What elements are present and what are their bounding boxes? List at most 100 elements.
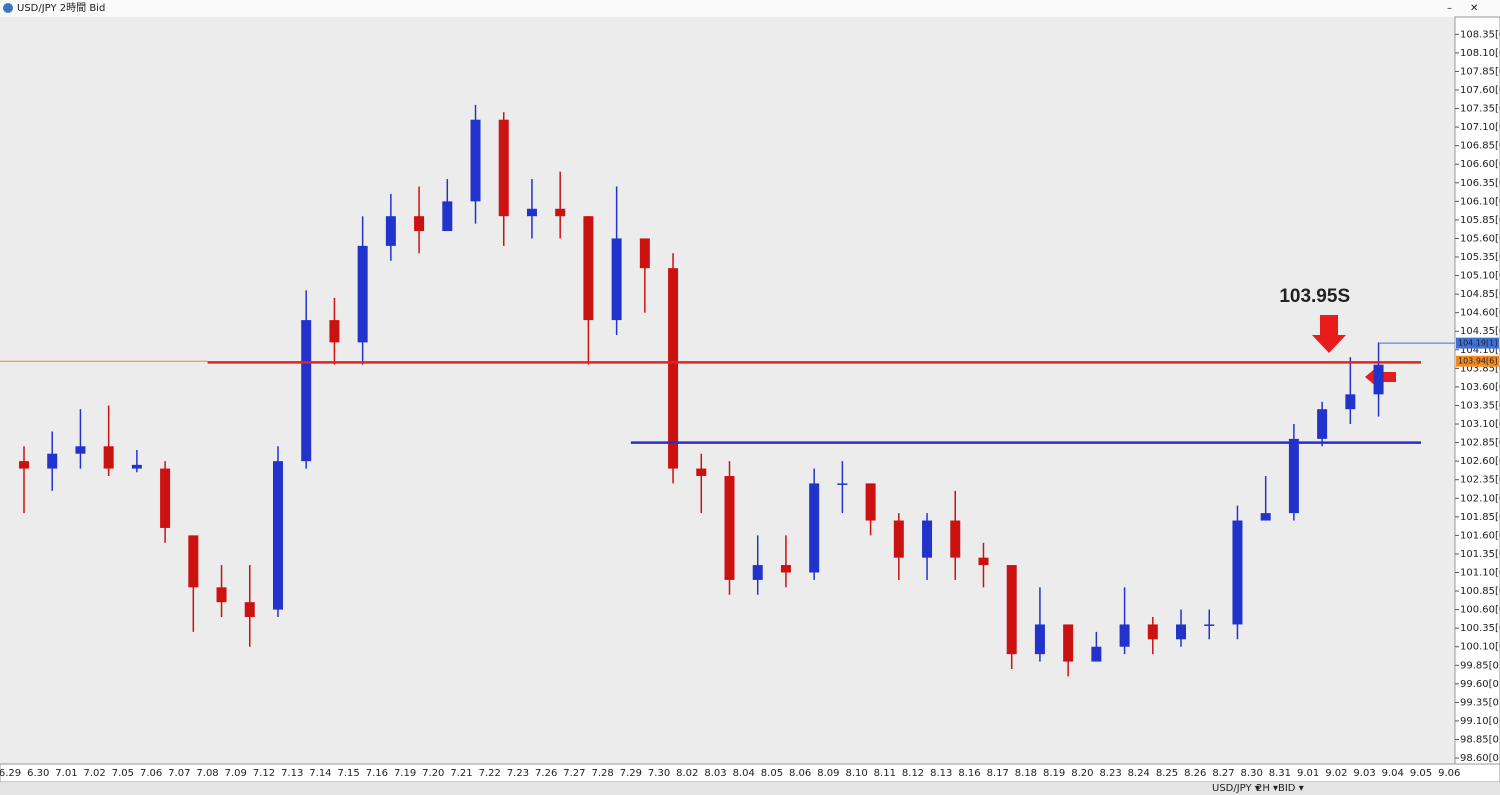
title-bar bbox=[0, 0, 1500, 17]
symbol-select[interactable]: USD/JPY ▾ bbox=[1212, 783, 1260, 794]
y-tick-label: 100.10[0 bbox=[1460, 642, 1500, 653]
y-tick-label: 106.60[0 bbox=[1460, 159, 1500, 170]
candle-body bbox=[893, 520, 904, 558]
y-tick-label: 105.10[0 bbox=[1460, 271, 1500, 282]
y-tick-label: 107.10[0 bbox=[1460, 122, 1500, 133]
x-tick-label: 8.19 bbox=[1043, 768, 1065, 779]
y-tick-label: 104.60[0 bbox=[1460, 308, 1500, 319]
candle-body bbox=[1260, 513, 1271, 521]
candle-body bbox=[272, 461, 283, 610]
y-tick-label: 104.85[0 bbox=[1460, 289, 1500, 300]
y-tick-label: 103.60[0 bbox=[1460, 382, 1500, 393]
candle-body bbox=[668, 268, 679, 469]
x-tick-label: 9.03 bbox=[1353, 768, 1375, 779]
close-button[interactable]: ✕ bbox=[1470, 3, 1478, 14]
x-tick-label: 9.06 bbox=[1438, 768, 1460, 779]
candle-body bbox=[103, 446, 114, 469]
annotation: 103.95S bbox=[1279, 286, 1350, 307]
y-tick-label: 102.35[0 bbox=[1460, 475, 1500, 486]
candle-body bbox=[809, 483, 820, 573]
x-tick-label: 7.22 bbox=[479, 768, 501, 779]
x-tick-label: 8.27 bbox=[1212, 768, 1234, 779]
x-tick-label: 7.21 bbox=[450, 768, 472, 779]
x-tick-label: 8.26 bbox=[1184, 768, 1206, 779]
candle-body bbox=[188, 535, 199, 588]
x-tick-label: 8.05 bbox=[761, 768, 783, 779]
candle-body bbox=[1063, 624, 1074, 662]
status-bar bbox=[0, 782, 1500, 795]
candle-body bbox=[47, 453, 58, 469]
minimize-button[interactable]: – bbox=[1447, 3, 1452, 14]
y-tick-label: 103.85[0 bbox=[1460, 363, 1500, 374]
candle-body bbox=[1204, 624, 1215, 626]
candle-body bbox=[498, 119, 509, 217]
candle-body bbox=[216, 587, 227, 603]
candle-body bbox=[922, 520, 933, 558]
x-tick-label: 7.29 bbox=[620, 768, 642, 779]
x-tick-label: 7.14 bbox=[309, 768, 331, 779]
candle-body bbox=[1034, 624, 1045, 655]
price-tag-label: 103.94[6] bbox=[1458, 357, 1497, 366]
y-tick-label: 101.10[0 bbox=[1460, 567, 1500, 578]
y-tick-label: 99.60[0] bbox=[1460, 679, 1500, 690]
y-tick-label: 107.35[0 bbox=[1460, 104, 1500, 115]
x-tick-label: 6.29 bbox=[0, 768, 21, 779]
x-tick-label: 8.24 bbox=[1128, 768, 1150, 779]
x-tick-label: 9.02 bbox=[1325, 768, 1347, 779]
price-axis bbox=[1454, 16, 1500, 765]
y-tick-label: 100.60[0 bbox=[1460, 605, 1500, 616]
x-tick-label: 9.01 bbox=[1297, 768, 1319, 779]
x-tick-label: 8.11 bbox=[874, 768, 896, 779]
plot-area bbox=[0, 17, 1455, 764]
x-tick-label: 7.16 bbox=[366, 768, 388, 779]
y-tick-label: 106.10[0 bbox=[1460, 196, 1500, 207]
y-tick-label: 103.35[0 bbox=[1460, 400, 1500, 411]
candle-body bbox=[385, 216, 396, 246]
candle-body bbox=[442, 201, 453, 232]
y-tick-label: 105.85[0 bbox=[1460, 215, 1500, 226]
candle-body bbox=[160, 468, 171, 528]
y-tick-label: 108.10[0 bbox=[1460, 48, 1500, 59]
candle-body bbox=[1006, 565, 1017, 655]
window-title: USD/JPY 2時間 Bid bbox=[17, 2, 105, 14]
x-tick-label: 8.02 bbox=[676, 768, 698, 779]
candle-body bbox=[1119, 624, 1130, 647]
candle-body bbox=[75, 446, 86, 454]
y-tick-label: 105.60[0 bbox=[1460, 233, 1500, 244]
candle-body bbox=[611, 238, 622, 321]
candle-body bbox=[837, 483, 848, 485]
x-tick-label: 7.23 bbox=[507, 768, 529, 779]
y-tick-label: 102.10[0 bbox=[1460, 493, 1500, 504]
candle-body bbox=[131, 464, 142, 469]
candle-body bbox=[865, 483, 876, 521]
x-tick-label: 7.01 bbox=[55, 768, 77, 779]
y-tick-label: 103.10[0 bbox=[1460, 419, 1500, 430]
y-tick-label: 106.35[0 bbox=[1460, 178, 1500, 189]
candle-body bbox=[329, 320, 340, 343]
timeframe-select[interactable]: 2H ▾ bbox=[1256, 783, 1278, 794]
x-tick-label: 8.16 bbox=[958, 768, 980, 779]
x-tick-label: 7.12 bbox=[253, 768, 275, 779]
candle-body bbox=[1176, 624, 1187, 640]
x-tick-label: 7.15 bbox=[338, 768, 360, 779]
price-tag bbox=[1456, 337, 1499, 349]
x-tick-label: 7.13 bbox=[281, 768, 303, 779]
x-tick-label: 7.07 bbox=[168, 768, 190, 779]
y-tick-label: 107.85[0 bbox=[1460, 66, 1500, 77]
x-tick-label: 7.08 bbox=[196, 768, 218, 779]
arrow-down bbox=[1312, 315, 1346, 353]
y-tick-label: 98.60[0 bbox=[1460, 753, 1499, 764]
side-select[interactable]: BID ▾ bbox=[1278, 783, 1304, 794]
candle-body bbox=[1288, 438, 1299, 514]
candle-body bbox=[1345, 394, 1356, 410]
x-tick-label: 8.06 bbox=[789, 768, 811, 779]
x-tick-label: 8.03 bbox=[704, 768, 726, 779]
candle-body bbox=[780, 565, 791, 573]
candle-body bbox=[752, 565, 763, 580]
candle-body bbox=[724, 475, 735, 580]
y-tick-label: 99.35[0] bbox=[1460, 697, 1500, 708]
x-tick-label: 8.31 bbox=[1269, 768, 1291, 779]
x-tick-label: 7.27 bbox=[563, 768, 585, 779]
candle-body bbox=[950, 520, 961, 558]
